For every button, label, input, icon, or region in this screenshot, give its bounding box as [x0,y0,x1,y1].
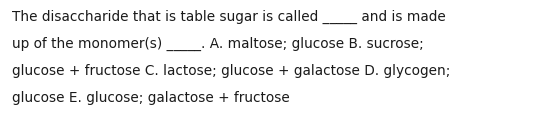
Text: The disaccharide that is table sugar is called _____ and is made: The disaccharide that is table sugar is … [12,10,446,24]
Text: glucose + fructose C. lactose; glucose + galactose D. glycogen;: glucose + fructose C. lactose; glucose +… [12,64,450,78]
Text: up of the monomer(s) _____. A. maltose; glucose B. sucrose;: up of the monomer(s) _____. A. maltose; … [12,37,424,51]
Text: glucose E. glucose; galactose + fructose: glucose E. glucose; galactose + fructose [12,91,290,105]
